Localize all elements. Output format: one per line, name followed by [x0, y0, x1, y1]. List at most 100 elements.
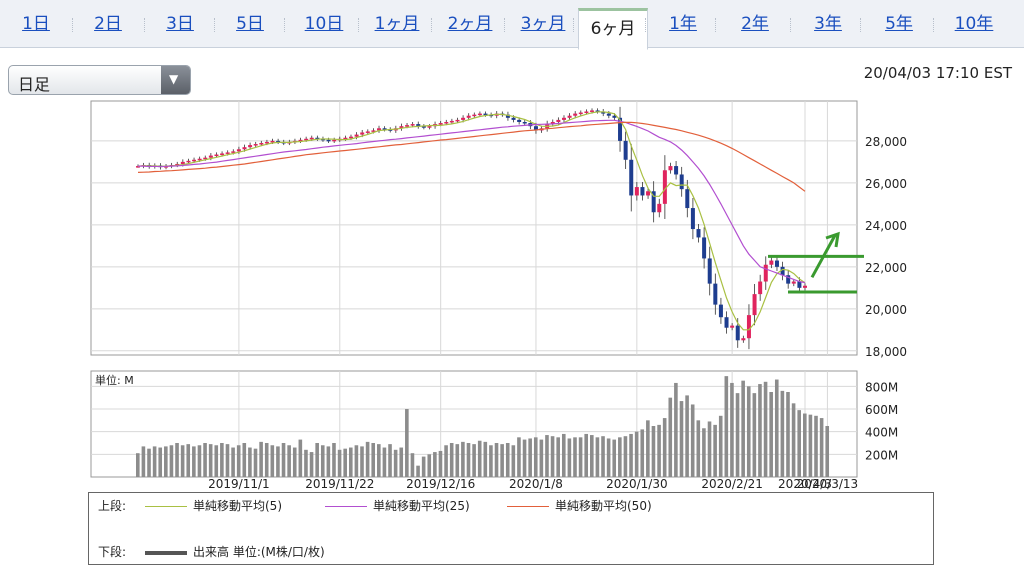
volume-bar [758, 384, 762, 477]
tab-0[interactable]: 1日 [22, 14, 50, 34]
chart-legend: 上段: 単純移動平均(5) 単純移動平均(25) 単純移動平均(50) 下段: … [88, 492, 934, 565]
volume-bar [590, 435, 594, 477]
volume-bar [595, 437, 600, 477]
candle-body [674, 166, 679, 175]
candle-body [253, 144, 258, 146]
volume-bar [797, 410, 801, 477]
volume-bar [522, 439, 527, 477]
period-select-value: 日足 [18, 75, 51, 94]
tab-2[interactable]: 3日 [166, 14, 194, 34]
candle-body [298, 139, 303, 142]
candle-body [606, 113, 611, 116]
volume-bar [657, 424, 661, 477]
candle-body [348, 136, 353, 139]
ma50-swatch [507, 506, 549, 507]
candle-body [438, 123, 443, 125]
tab-13[interactable]: 10年 [954, 14, 994, 34]
candle-body [640, 187, 645, 196]
trend-arrow-head-icon [825, 231, 840, 248]
volume-bar [158, 447, 163, 477]
volume-bar [455, 444, 460, 477]
candle-body [651, 191, 656, 213]
volume-bar [477, 440, 482, 477]
candle-body [590, 110, 595, 112]
candle-body [780, 266, 785, 276]
candle-body [517, 119, 522, 122]
period-select[interactable]: 日足 ▼ [8, 65, 191, 95]
volume-bar [819, 418, 824, 477]
volume-bar [371, 443, 376, 477]
volume-bar [550, 436, 555, 477]
tab-separator [860, 18, 861, 32]
candle-body [360, 132, 365, 135]
volume-bar [674, 382, 678, 477]
volume-bar [343, 448, 347, 477]
x-tick-label: 2019/11/22 [305, 477, 374, 491]
volume-tick-label: 800M [865, 380, 898, 394]
y-tick-label: 22,000 [865, 261, 907, 275]
volume-bar [466, 443, 471, 477]
volume-bar [264, 443, 269, 477]
volume-bar [702, 428, 706, 477]
volume-bar [634, 431, 639, 477]
volume-bar [175, 443, 179, 477]
volume-bar [623, 436, 628, 477]
volume-bar [410, 453, 415, 477]
tab-separator [504, 18, 505, 32]
tab-1[interactable]: 2日 [94, 14, 122, 34]
candle-body [662, 170, 667, 204]
volume-bar [248, 447, 252, 477]
dropdown-button[interactable]: ▼ [161, 66, 190, 94]
volume-bar [225, 444, 230, 477]
candle-body [668, 166, 673, 171]
volume-bar [169, 445, 174, 477]
candle-body [276, 140, 281, 143]
volume-bar [270, 445, 275, 477]
volume-bar [718, 415, 723, 477]
volume-bar [539, 439, 544, 477]
volume-bar [433, 452, 437, 477]
volume-bar [685, 395, 689, 477]
tab-separator [358, 18, 359, 32]
tab-4[interactable]: 10日 [304, 14, 344, 34]
volume-bar [203, 443, 207, 477]
volume-bar [528, 438, 532, 477]
candle-body [421, 126, 426, 128]
tab-12[interactable]: 5年 [885, 14, 913, 34]
volume-bar [567, 438, 572, 477]
tab-5[interactable]: 1ヶ月 [374, 14, 420, 34]
volume-bar [584, 433, 589, 477]
tab-3[interactable]: 5日 [236, 14, 264, 34]
tab-10[interactable]: 2年 [741, 14, 769, 34]
candle-body [410, 124, 415, 126]
volume-bar [326, 446, 331, 477]
x-tick-label: 2020/4/3 [778, 477, 832, 491]
volume-bar [533, 437, 538, 477]
volume-bar [707, 421, 712, 477]
tab-8[interactable]: 6ヶ月 [578, 8, 648, 50]
candle-body [483, 113, 488, 116]
ma-line-5 [137, 111, 806, 331]
triangle-down-icon: ▼ [169, 72, 179, 86]
candle-body [595, 110, 600, 112]
legend-upper-label: 上段: [98, 499, 127, 513]
volume-bar [573, 437, 577, 477]
tab-6[interactable]: 2ヶ月 [447, 14, 493, 34]
x-tick-label: 2020/1/8 [509, 477, 563, 491]
volume-bar [505, 443, 510, 477]
candle-body [505, 114, 510, 118]
x-tick-label: 2019/11/1 [208, 477, 270, 491]
volume-bar [315, 443, 319, 477]
tab-7[interactable]: 3ヶ月 [520, 14, 566, 34]
candle-body [197, 158, 202, 161]
tab-11[interactable]: 3年 [814, 14, 842, 34]
y-tick-label: 28,000 [865, 135, 907, 149]
volume-bar [186, 444, 191, 477]
tab-separator [573, 18, 574, 32]
tab-9[interactable]: 1年 [669, 14, 697, 34]
volume-bar [786, 392, 790, 477]
volume-bar [208, 444, 213, 477]
candle-body [584, 111, 589, 113]
candle-body [601, 111, 606, 114]
tab-separator [284, 18, 285, 32]
